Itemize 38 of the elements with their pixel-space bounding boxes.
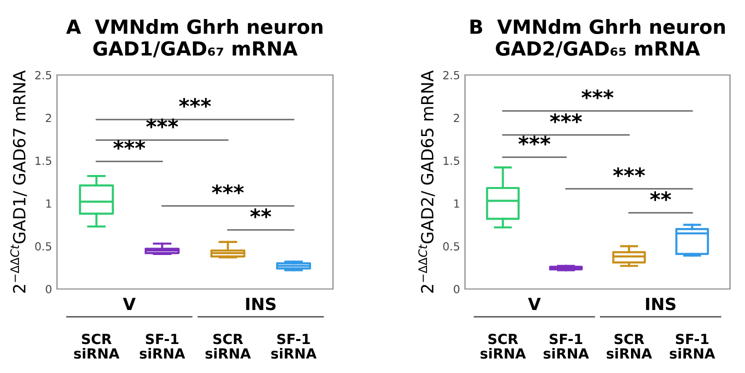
y-tick-label: 0.5 [443, 242, 460, 251]
annotation: *** [582, 89, 614, 100]
x-tick-label: SF-1 siRNA [670, 334, 716, 359]
x-tick-label: SF-1 siRNA [140, 334, 186, 359]
x-tick-label: SF-1 siRNA [271, 334, 317, 359]
y-tick-label: 2 [454, 114, 460, 122]
annotation: *** [113, 140, 146, 150]
y-tick-label: 0 [454, 284, 460, 294]
annotation: ** [650, 191, 672, 201]
x-tick-label: SCR siRNA [480, 334, 526, 359]
text: INS [646, 298, 676, 310]
y-tick-label: 2.5 [35, 70, 52, 80]
x-tick-label: SCR siRNA [606, 334, 652, 359]
y-tick-label: 0 [46, 284, 52, 294]
annotation: *** [518, 136, 550, 146]
text: V [528, 298, 541, 310]
y-tick-label: 1.5 [444, 156, 460, 165]
annotation: *** [613, 167, 645, 178]
annotation: ** [250, 208, 272, 218]
y-axis-title: 2$^{−ΔΔCt}$GAD1/ GAD67 mRNA [10, 70, 27, 293]
annotation: *** [146, 118, 178, 128]
y-axis-title: 2$^{−ΔΔCt}$GAD2/ GAD65 mRNA [418, 70, 435, 293]
y-tick-label: 2.5 [443, 70, 460, 80]
y-tick-label: 1 [46, 200, 52, 208]
y-tick-label: 1 [454, 200, 460, 208]
y-tick-label: 0.5 [35, 242, 52, 251]
chart-title: A VMNdm Ghrh neuron GAD1/GAD₆₇ mRNA [66, 19, 322, 58]
text: INS [246, 298, 276, 310]
annotation: *** [179, 98, 211, 108]
chart-title: B VMNdm Ghrh neuron GAD2/GAD₆₅ mRNA [470, 19, 725, 58]
x-tick-label: SCR siRNA [206, 334, 251, 359]
x-tick-label: SCR siRNA [74, 334, 120, 359]
x-tick-label: SF-1 siRNA [544, 334, 589, 359]
y-tick-label: 2 [46, 114, 52, 122]
annotation: *** [550, 113, 582, 124]
text: V [122, 298, 136, 310]
y-tick-label: 1.5 [36, 156, 52, 165]
annotation: *** [212, 184, 244, 194]
